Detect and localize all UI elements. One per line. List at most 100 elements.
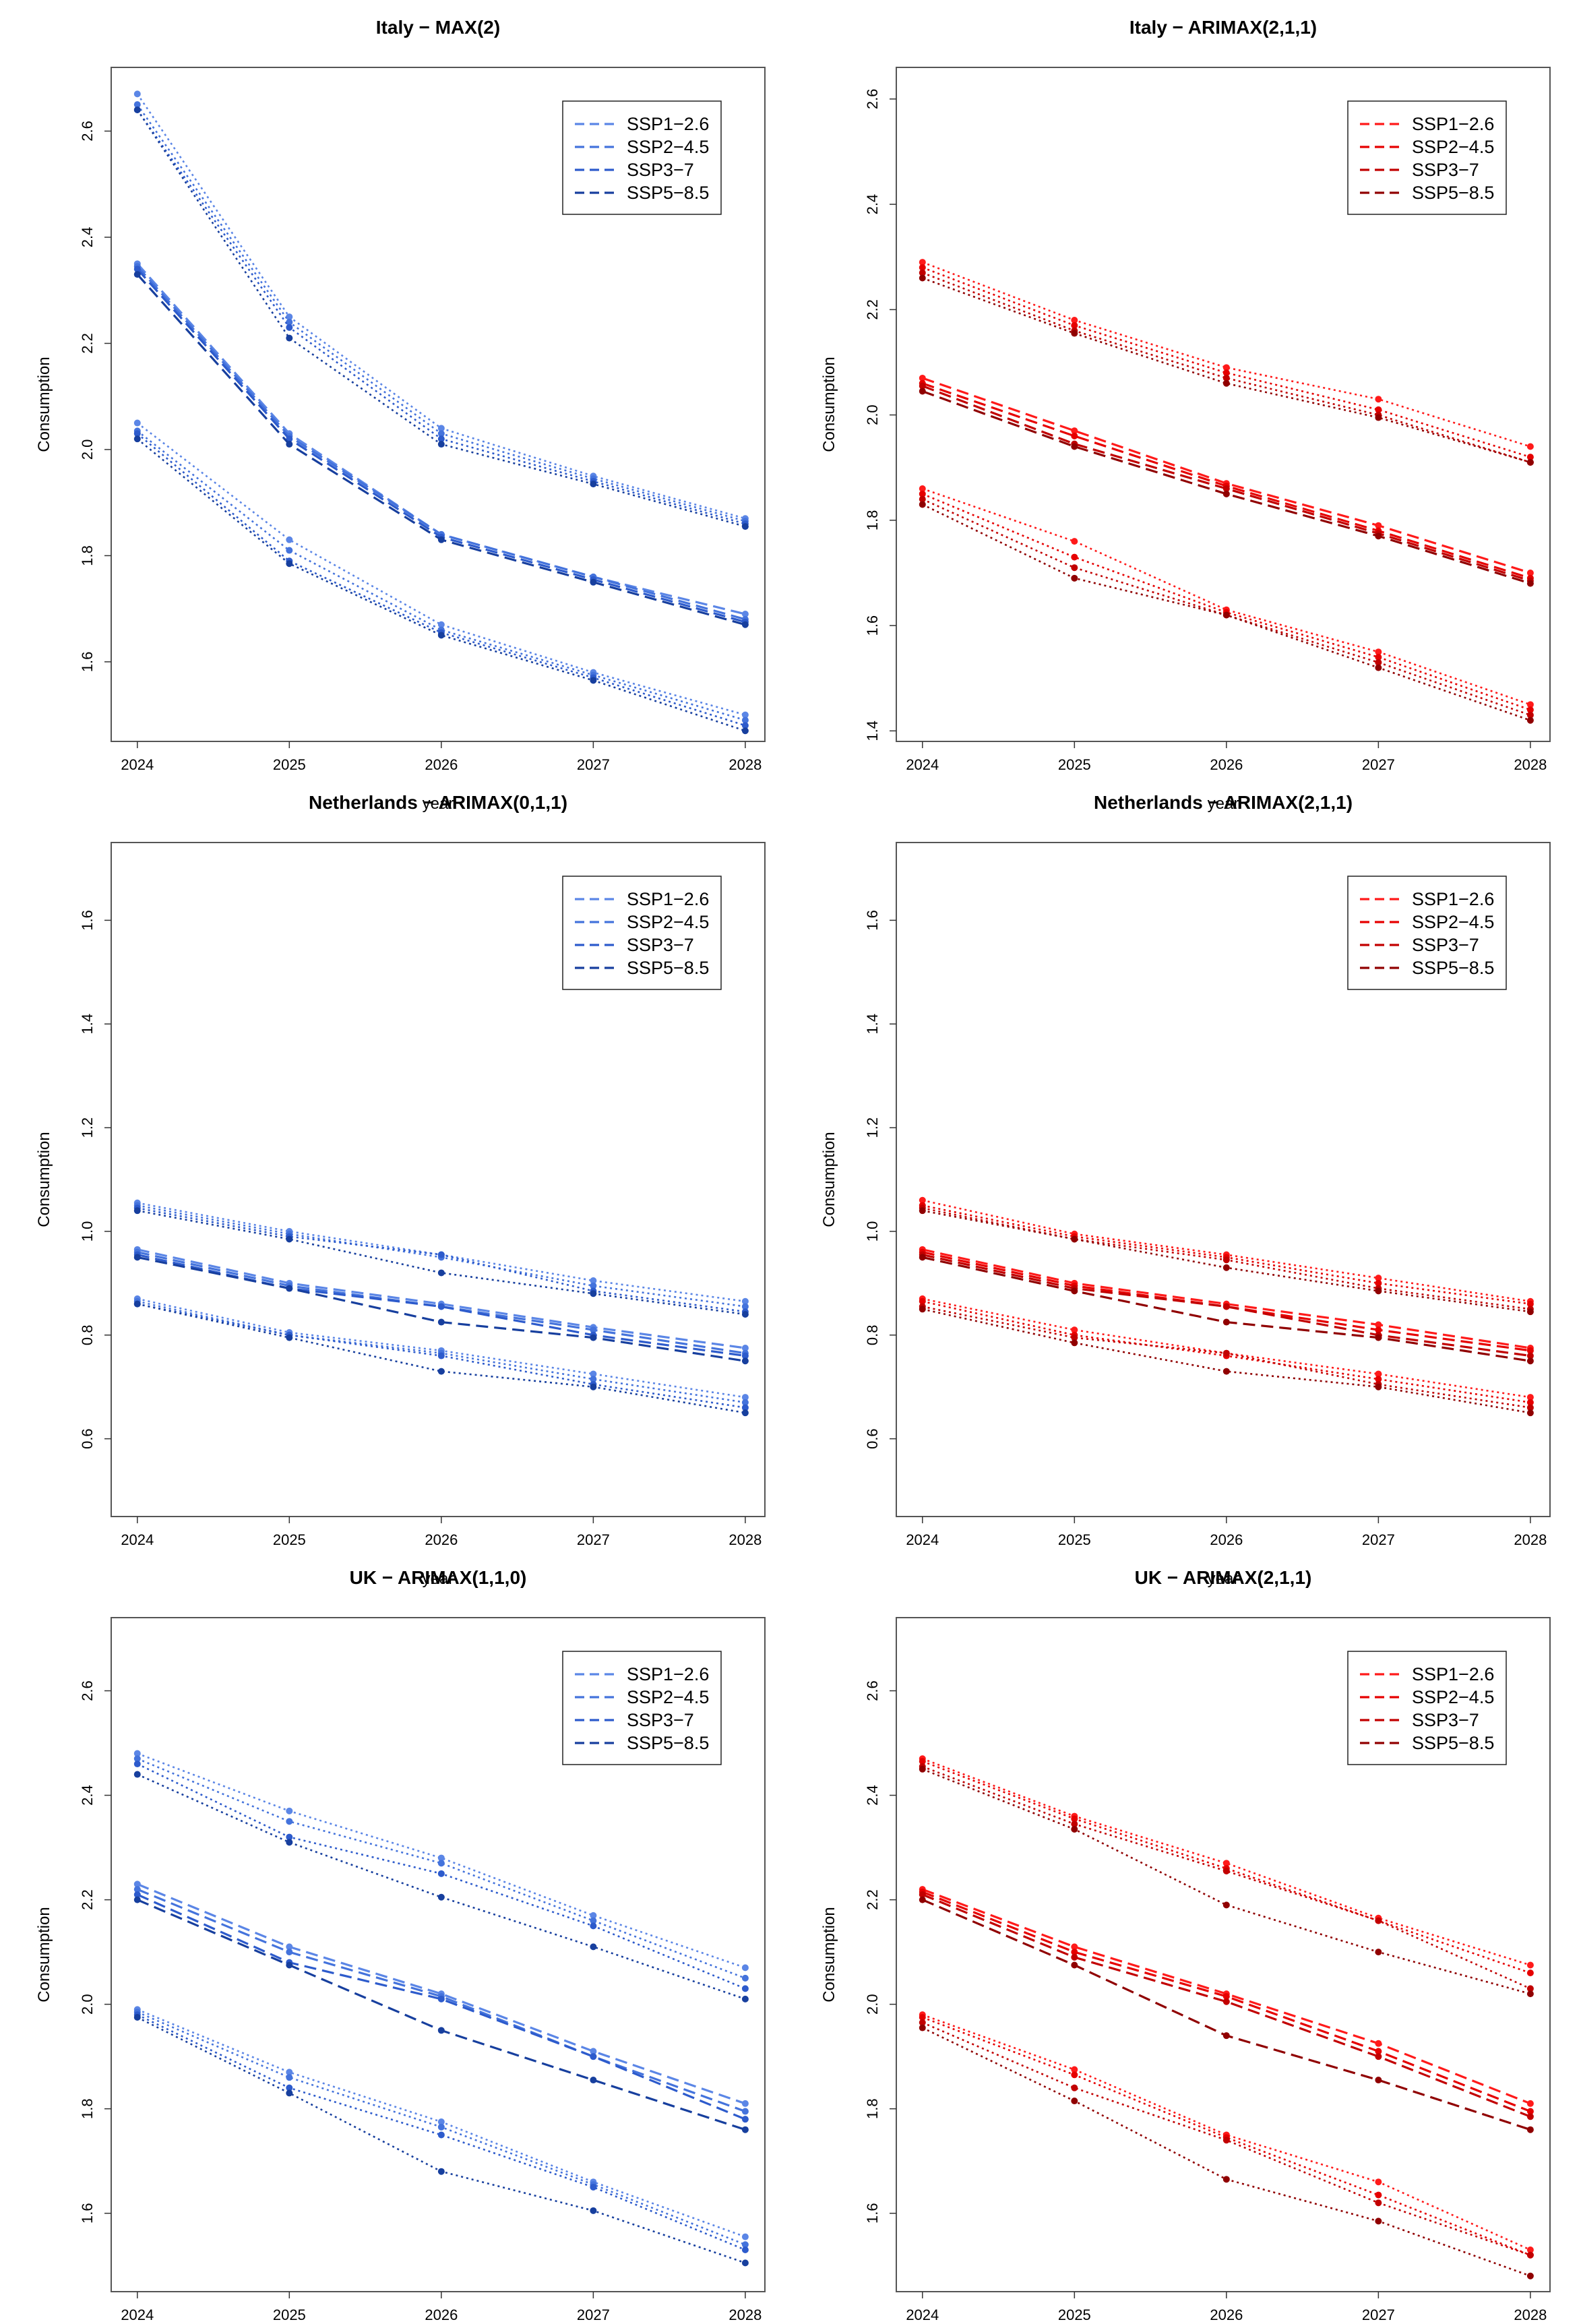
- legend-label: SSP1−2.6: [627, 1664, 709, 1684]
- y-tick-label: 2.4: [864, 1785, 881, 1806]
- data-point: [1222, 1901, 1230, 1909]
- data-point: [741, 2246, 749, 2253]
- data-point: [1375, 2048, 1382, 2055]
- data-point: [1526, 2272, 1534, 2280]
- data-point: [1071, 538, 1078, 545]
- data-point: [437, 1368, 445, 1375]
- y-tick-label: 0.6: [79, 1428, 96, 1449]
- series-line: [136, 433, 746, 727]
- data-point: [590, 2053, 597, 2060]
- series-line: [922, 2027, 1531, 2277]
- data-point: [133, 419, 141, 427]
- y-axis-label: Consumption: [820, 1132, 838, 1227]
- series-line: [136, 438, 746, 732]
- data-point: [437, 1995, 445, 2002]
- data-point: [741, 2108, 749, 2115]
- data-point: [133, 1771, 141, 1778]
- data-point: [286, 1285, 293, 1292]
- x-tick-label: 2026: [1210, 1531, 1243, 1548]
- data-point: [741, 711, 749, 718]
- series-line: [137, 1883, 746, 2105]
- y-tick-label: 1.8: [864, 2098, 881, 2119]
- legend-label: SSP3−7: [1412, 935, 1479, 955]
- y-tick-label: 2.6: [864, 89, 881, 110]
- chart-panel-4: Netherlands − ARIMAX(2,1,1) 2024 2025 2026 2…: [820, 792, 1551, 1588]
- data-point: [741, 2100, 749, 2107]
- x-tick-label: 2028: [1514, 2306, 1547, 2323]
- data-point: [1526, 1394, 1534, 1401]
- y-axis-label: Consumption: [35, 357, 53, 452]
- data-point: [133, 90, 141, 98]
- series-line: [922, 1758, 1531, 1966]
- series-line: [922, 1893, 1531, 2118]
- data-point: [286, 1839, 293, 1846]
- y-tick-label: 2.2: [864, 299, 881, 320]
- plot-frame: [111, 1617, 766, 2292]
- legend-label: SSP1−2.6: [1412, 114, 1494, 134]
- y-tick-label: 0.8: [864, 1324, 881, 1345]
- legend-box: [562, 1651, 722, 1765]
- data-point: [590, 2207, 597, 2214]
- data-point: [590, 1943, 597, 1951]
- plot-frame: [896, 842, 1551, 1517]
- data-point: [1222, 1998, 1230, 2005]
- x-tick-label: 2024: [121, 756, 154, 773]
- data-point: [1526, 701, 1534, 708]
- data-point: [919, 1207, 926, 1215]
- data-point: [1375, 1334, 1382, 1341]
- data-point: [919, 1306, 926, 1313]
- x-tick-label: 2024: [906, 2306, 939, 2323]
- legend-label: SSP5−8.5: [1412, 1733, 1494, 1753]
- data-point: [286, 1235, 293, 1243]
- legend-box: [562, 876, 722, 990]
- x-tick-label: 2025: [273, 2306, 306, 2323]
- data-point: [741, 2116, 749, 2123]
- data-point: [1526, 1357, 1534, 1365]
- data-point: [741, 1964, 749, 1971]
- data-point: [1375, 2218, 1382, 2225]
- data-point: [286, 1961, 293, 1969]
- data-point: [1526, 1404, 1534, 1411]
- y-axis-label: Consumption: [35, 1132, 53, 1227]
- data-point: [590, 1917, 597, 1924]
- data-point: [590, 1290, 597, 1297]
- data-point: [590, 1277, 597, 1284]
- y-tick-label: 2.4: [79, 227, 96, 248]
- legend-box: [562, 100, 722, 215]
- x-tick-label: 2027: [577, 1531, 610, 1548]
- legend-label: SSP2−4.5: [1412, 912, 1494, 932]
- data-point: [1526, 580, 1534, 587]
- data-point: [741, 2126, 749, 2133]
- x-tick-label: 2025: [1058, 756, 1091, 773]
- data-point: [286, 1943, 293, 1951]
- series-line: [137, 422, 746, 716]
- data-point: [1375, 1279, 1382, 1287]
- data-point: [1526, 458, 1534, 466]
- data-point: [1222, 369, 1230, 377]
- x-axis-label: year: [423, 795, 454, 813]
- series-line: [922, 1297, 1531, 1399]
- y-tick-label: 1.4: [79, 1014, 96, 1035]
- plot-frame: [896, 1617, 1551, 2292]
- data-point: [133, 101, 141, 109]
- data-point: [1375, 648, 1382, 656]
- series-line: [922, 266, 1531, 458]
- data-point: [590, 677, 597, 684]
- series-line: [137, 1752, 746, 1969]
- y-tick-label: 1.8: [79, 2098, 96, 2119]
- series-line: [922, 1760, 1531, 1974]
- data-point: [1222, 2137, 1230, 2144]
- data-point: [286, 318, 293, 326]
- plot-frame: [111, 67, 766, 742]
- data-point: [741, 1404, 749, 1411]
- data-point: [741, 716, 749, 724]
- legend-box: [1347, 1651, 1507, 1765]
- data-point: [741, 621, 749, 628]
- data-point: [1222, 1303, 1230, 1310]
- data-point: [741, 1345, 749, 1351]
- series-line: [922, 1253, 1531, 1357]
- data-point: [1071, 2098, 1078, 2105]
- y-tick-label: 0.8: [79, 1324, 96, 1345]
- data-point: [590, 2048, 597, 2055]
- legend-label: SSP2−4.5: [1412, 137, 1494, 157]
